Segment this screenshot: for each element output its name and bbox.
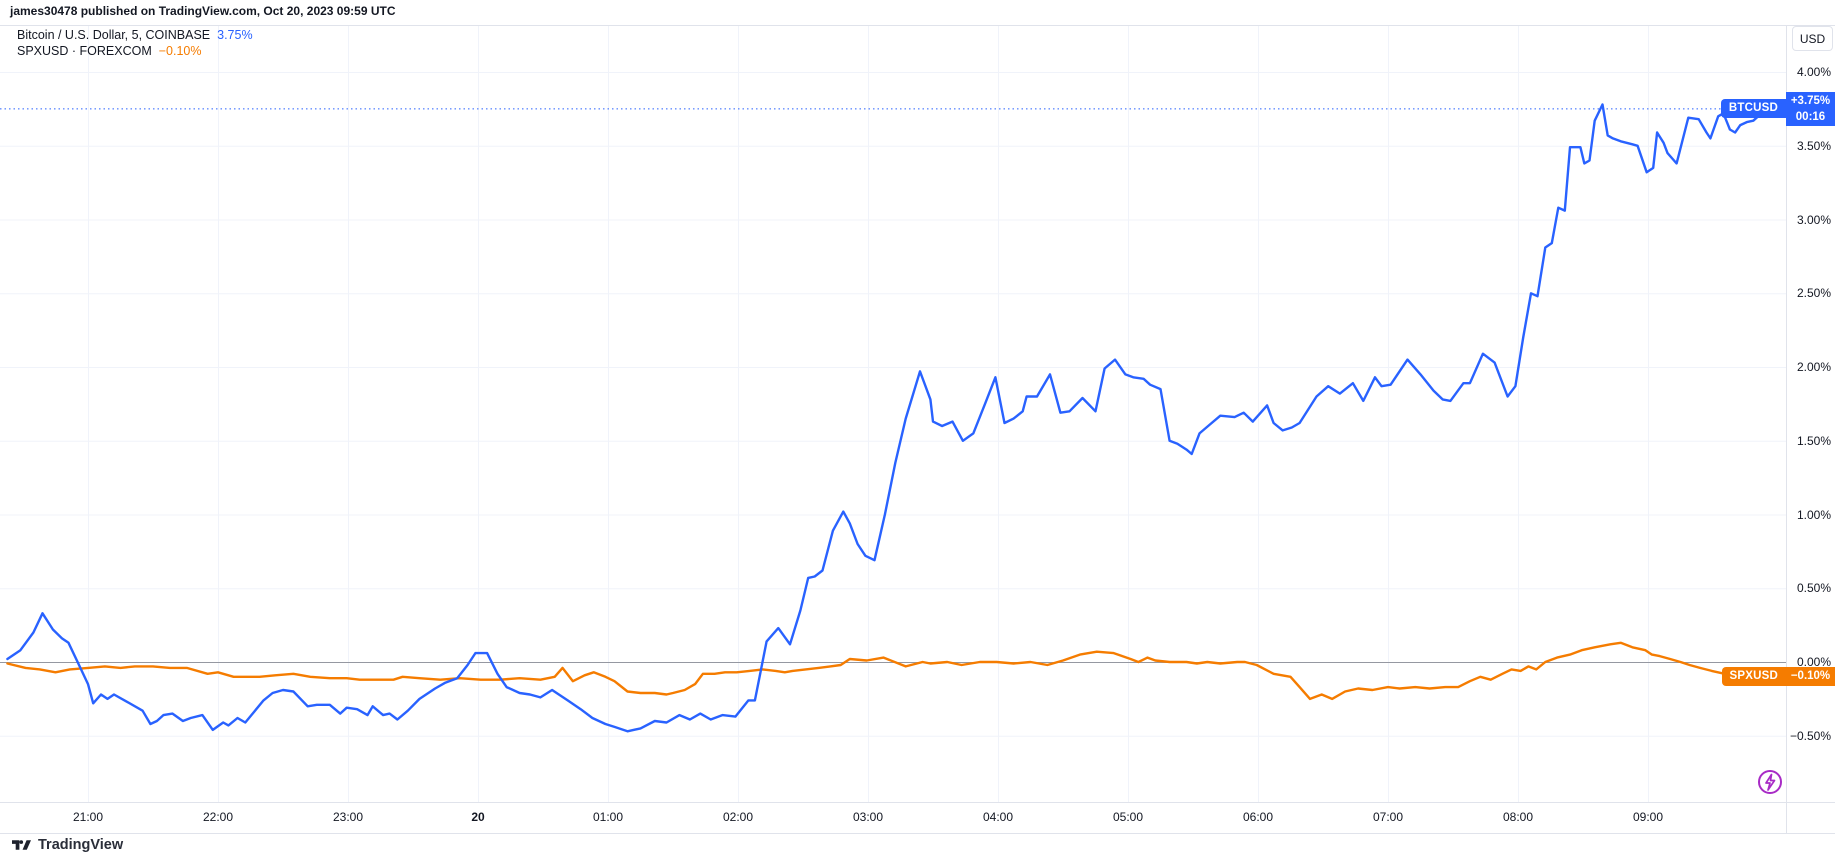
btc-price-badge: +3.75% 00:16 <box>1786 91 1835 126</box>
time-tick-label: 06:00 <box>1242 810 1274 824</box>
time-tick-label: 09:00 <box>1632 810 1664 824</box>
price-tick-label: 2.50% <box>1796 286 1831 301</box>
spxusd-line <box>6 641 1767 701</box>
tradingview-logo-link[interactable]: TradingView <box>12 837 123 853</box>
legend-row-spxusd[interactable]: SPXUSD · FOREXCOM −0.10% <box>17 43 253 59</box>
time-tick-label: 20 <box>471 810 485 824</box>
time-tick-label: 23:00 <box>332 810 364 824</box>
spx-price-badge: −0.10% <box>1786 667 1835 687</box>
price-tick-label: 2.00% <box>1796 360 1831 374</box>
time-tick-label: 22:00 <box>202 810 234 824</box>
currency-mode-button[interactable]: USD <box>1792 26 1833 51</box>
btc-bar-countdown: 00:16 <box>1795 110 1826 123</box>
time-tick-label: 03:00 <box>852 810 884 824</box>
price-tick-label: 0.00% <box>1796 655 1831 669</box>
tradingview-brand-text: TradingView <box>38 837 124 853</box>
legend-spx-change: −0.10% <box>158 44 202 58</box>
time-tick-label: 21:00 <box>72 810 104 824</box>
price-tick-label: 3.50% <box>1796 138 1831 153</box>
flash-boost-icon[interactable] <box>1755 767 1785 797</box>
time-tick-label: 04:00 <box>982 810 1014 824</box>
legend-row-btcusd[interactable]: Bitcoin / U.S. Dollar, 5, COINBASE 3.75% <box>17 27 253 43</box>
legend-spx-title: SPXUSD · FOREXCOM <box>17 44 152 58</box>
time-tick-label: 08:00 <box>1502 810 1534 824</box>
price-tick-label: 4.00% <box>1796 65 1831 79</box>
price-tick-label: 1.50% <box>1796 433 1831 448</box>
time-tick-label: 05:00 <box>1112 810 1144 824</box>
price-tick-label: 3.00% <box>1796 212 1831 227</box>
btcusd-line <box>6 103 1767 733</box>
tradingview-logo-icon <box>12 839 31 850</box>
legend-btc-title: Bitcoin / U.S. Dollar, 5, COINBASE <box>17 28 211 42</box>
legend-btc-change: 3.75% <box>217 28 253 42</box>
time-tick-label: 07:00 <box>1372 810 1404 824</box>
attribution-text: james30478 published on TradingView.com,… <box>10 4 396 18</box>
chart-legend: Bitcoin / U.S. Dollar, 5, COINBASE 3.75%… <box>17 27 253 59</box>
price-tick-label: 0.50% <box>1796 581 1831 596</box>
price-axis[interactable]: 4.00% 3.50% 3.00% 2.50% 2.00% 1.50% 1.00% 0.50%… <box>1786 0 1835 802</box>
time-tick-label: 01:00 <box>592 810 624 824</box>
price-tick-label: −0.50% <box>1789 728 1831 743</box>
time-tick-label: 02:00 <box>722 810 754 824</box>
time-axis[interactable]: 21:00 22:00 23:00 20 01:00 02:00 03:00 04:00 05:… <box>0 802 1835 833</box>
spx-series-label: SPXUSD <box>1721 667 1786 687</box>
btc-price-badge-value: +3.75% <box>1790 94 1831 107</box>
price-tick-label: 1.00% <box>1796 507 1831 522</box>
btc-series-label: BTCUSD <box>1720 99 1786 119</box>
